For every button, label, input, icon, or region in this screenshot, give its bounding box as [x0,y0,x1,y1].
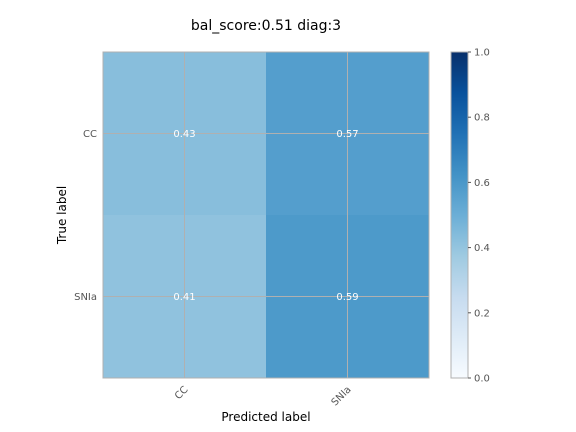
cell-value-label: 0.57 [336,129,358,140]
colorbar-tick-label: 0.6 [474,178,490,189]
x-axis-label: Predicted label [221,410,310,424]
y-tick-labels: CC SNIa [74,129,97,303]
x-tick-label: SNIa [330,384,354,408]
colorbar-tick-label: 0.4 [474,243,490,254]
y-axis-label: True label [55,186,69,245]
plot-frame [102,51,430,379]
x-tick-label: CC [173,384,191,402]
cell-value-label: 0.43 [173,129,195,140]
y-tick-label: CC [83,129,97,140]
chart-title: bal_score:0.51 diag:3 [191,18,341,34]
cell-value-label: 0.41 [173,292,195,303]
colorbar-tick-label: 0.8 [474,113,490,124]
y-tick-label: SNIa [74,292,97,303]
colorbar [450,51,469,379]
colorbar-tick-label: 0.0 [474,374,490,385]
colorbar-ticks: 0.0 0.2 0.4 0.6 0.8 1.0 [468,48,490,385]
colorbar-tick-label: 1.0 [474,48,490,59]
cell-value-label: 0.59 [336,292,358,303]
cell-labels: 0.43 0.57 0.41 0.59 [173,129,358,303]
colorbar-tick-label: 0.2 [474,308,490,319]
heatmap-cells [103,52,429,378]
grid-lines [103,52,429,378]
x-tick-labels: CC SNIa [173,384,354,408]
